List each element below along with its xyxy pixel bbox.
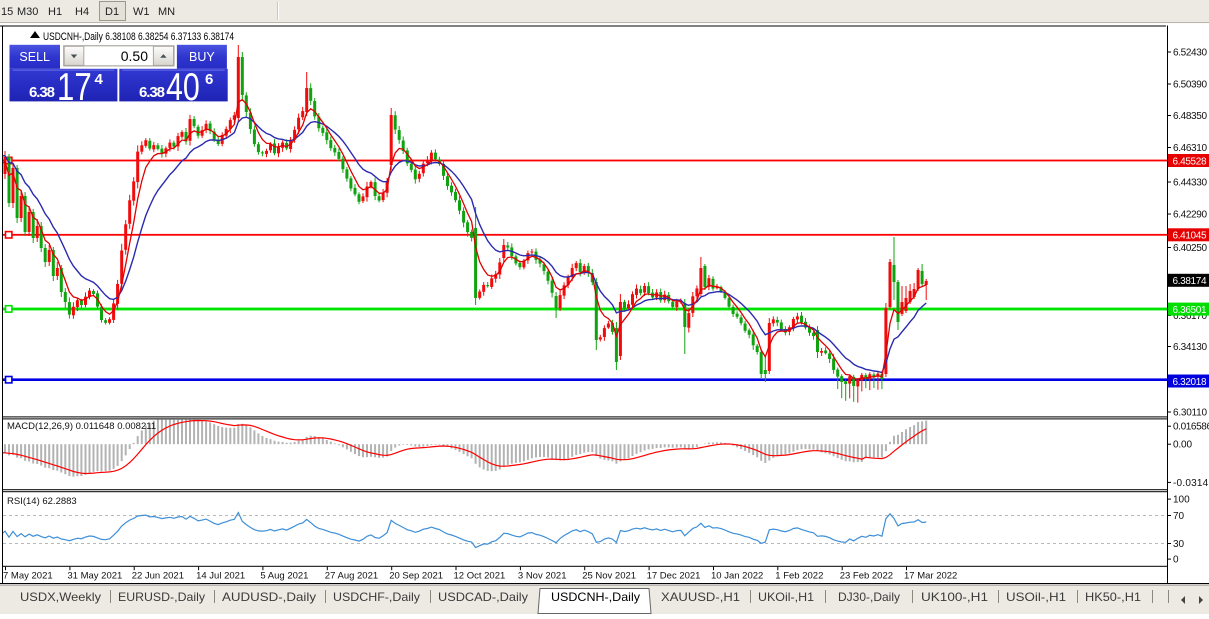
svg-text:DJ30-,Daily: DJ30-,Daily (838, 590, 900, 604)
svg-text:0.00: 0.00 (1173, 440, 1192, 451)
svg-text:6.42290: 6.42290 (1173, 210, 1207, 221)
svg-text:5 Aug 2021: 5 Aug 2021 (260, 571, 308, 582)
svg-text:40: 40 (166, 66, 200, 109)
svg-text:17 Mar 2022: 17 Mar 2022 (904, 571, 957, 582)
svg-text:MN: MN (158, 6, 175, 18)
svg-text:-0.03142: -0.03142 (1173, 478, 1209, 489)
svg-text:6.46310: 6.46310 (1173, 143, 1207, 154)
svg-text:XAUUSD-,H1: XAUUSD-,H1 (661, 590, 740, 604)
svg-text:10 Jan 2022: 10 Jan 2022 (711, 571, 763, 582)
svg-text:BUY: BUY (189, 50, 215, 64)
svg-text:SELL: SELL (19, 50, 50, 64)
svg-text:USDCNH-,Daily 6.38108 6.38254: USDCNH-,Daily 6.38108 6.38254 6.37133 6.… (43, 31, 234, 43)
svg-text:6.34130: 6.34130 (1173, 342, 1207, 353)
svg-text:17 Dec 2021: 17 Dec 2021 (647, 571, 701, 582)
svg-text:6.41045: 6.41045 (1173, 231, 1207, 242)
svg-text:AUDUSD-,Daily: AUDUSD-,Daily (222, 590, 316, 604)
svg-text:H4: H4 (75, 6, 89, 18)
svg-text:EURUSD-,Daily: EURUSD-,Daily (118, 590, 205, 604)
svg-text:100: 100 (1173, 495, 1190, 506)
svg-text:70: 70 (1173, 511, 1185, 522)
svg-text:HK50-,H1: HK50-,H1 (1085, 590, 1141, 604)
svg-text:25 Nov 2021: 25 Nov 2021 (582, 571, 636, 582)
svg-text:USDX,Weekly: USDX,Weekly (20, 590, 101, 604)
svg-text:6.44330: 6.44330 (1173, 178, 1207, 189)
svg-text:USDCAD-,Daily: USDCAD-,Daily (438, 590, 528, 604)
svg-text:UK100-,H1: UK100-,H1 (921, 590, 988, 604)
svg-text:MACD(12,26,9) 0.011648 0.00821: MACD(12,26,9) 0.011648 0.008211 (7, 421, 156, 432)
svg-text:22 Jun 2021: 22 Jun 2021 (132, 571, 184, 582)
svg-text:0.016586: 0.016586 (1173, 422, 1209, 433)
svg-text:USDCHF-,Daily: USDCHF-,Daily (333, 590, 420, 604)
svg-text:14 Jul 2021: 14 Jul 2021 (196, 571, 245, 582)
svg-text:6.48350: 6.48350 (1173, 111, 1207, 122)
svg-text:31 May 2021: 31 May 2021 (67, 571, 122, 582)
svg-text:17: 17 (57, 66, 92, 109)
svg-text:3 Nov 2021: 3 Nov 2021 (518, 571, 567, 582)
svg-text:6.52430: 6.52430 (1173, 48, 1207, 59)
svg-text:7 May 2021: 7 May 2021 (3, 571, 53, 582)
svg-text:USOil-,H1: USOil-,H1 (1006, 590, 1066, 604)
svg-text:30: 30 (1173, 539, 1185, 550)
svg-text:12 Oct 2021: 12 Oct 2021 (454, 571, 506, 582)
svg-text:27 Aug 2021: 27 Aug 2021 (325, 571, 378, 582)
svg-text:4: 4 (95, 71, 104, 88)
svg-text:W1: W1 (133, 6, 150, 18)
svg-text:6.38174: 6.38174 (1173, 276, 1207, 287)
svg-text:M30: M30 (17, 6, 38, 18)
svg-text:6.45528: 6.45528 (1173, 156, 1207, 167)
svg-text:0.50: 0.50 (121, 48, 148, 64)
svg-text:6.32018: 6.32018 (1173, 377, 1207, 388)
svg-text:6.30110: 6.30110 (1173, 408, 1207, 419)
svg-text:20 Sep 2021: 20 Sep 2021 (389, 571, 443, 582)
svg-text:6: 6 (205, 71, 213, 88)
svg-text:6.38: 6.38 (29, 84, 55, 101)
svg-text:0: 0 (1173, 555, 1179, 566)
svg-text:6.36501: 6.36501 (1173, 305, 1207, 316)
svg-text:23 Feb 2022: 23 Feb 2022 (840, 571, 893, 582)
svg-text:6.50390: 6.50390 (1173, 80, 1207, 91)
svg-text:D1: D1 (105, 6, 119, 18)
svg-text:H1: H1 (48, 6, 62, 18)
svg-text:1 Feb 2022: 1 Feb 2022 (775, 571, 823, 582)
svg-text:RSI(14) 62.2883: RSI(14) 62.2883 (7, 496, 77, 507)
svg-text:15: 15 (1, 6, 13, 18)
svg-text:6.40250: 6.40250 (1173, 243, 1207, 254)
svg-text:USDCNH-,Daily: USDCNH-,Daily (551, 590, 640, 604)
svg-text:6.38: 6.38 (139, 84, 165, 101)
svg-text:UKOil-,H1: UKOil-,H1 (758, 590, 814, 604)
